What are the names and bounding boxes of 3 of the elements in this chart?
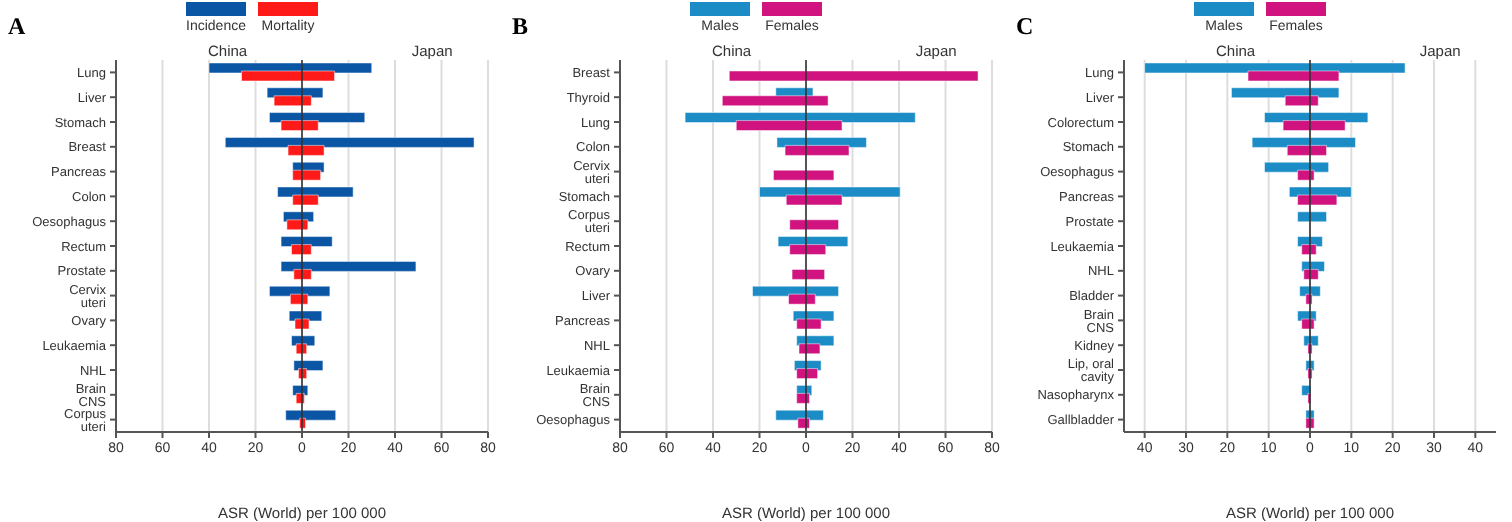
chart-title: B: [512, 12, 529, 42]
chart-title: C: [1016, 12, 1034, 42]
chart-title: A: [8, 12, 26, 42]
